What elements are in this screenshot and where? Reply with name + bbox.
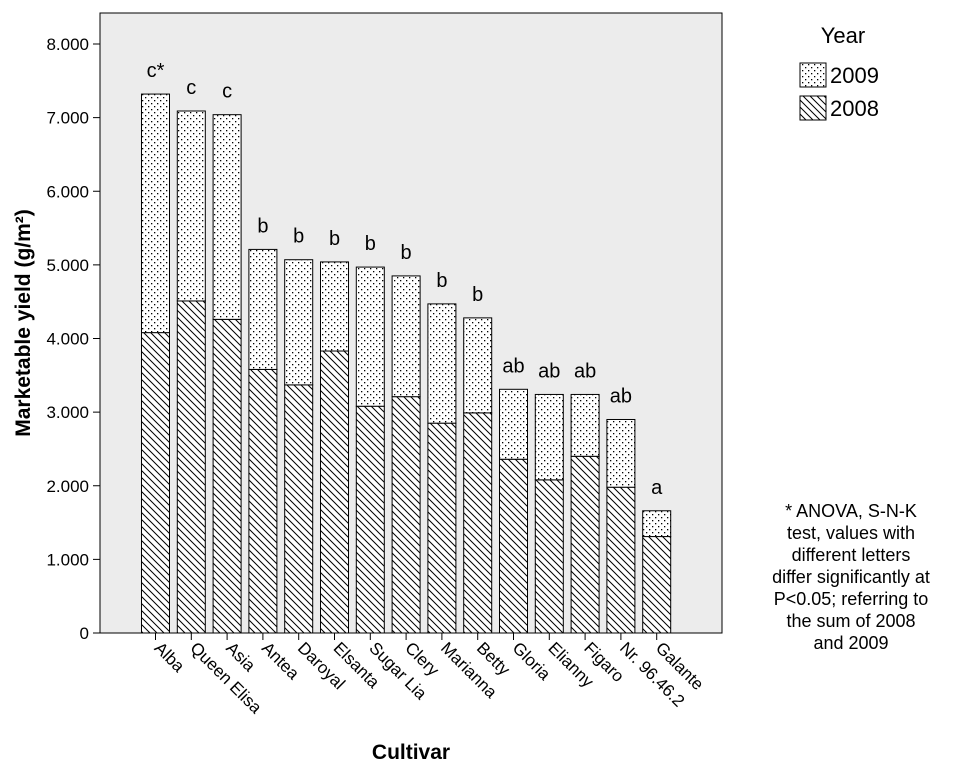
legend-label-2008: 2008 — [830, 96, 879, 121]
bar-2009-11 — [534, 393, 564, 481]
bar-2009-2 — [212, 114, 242, 320]
significance-letter-7: b — [401, 242, 412, 264]
y-tick-label-7: 7.000 — [46, 109, 89, 128]
bar-2009-9 — [463, 317, 493, 414]
bar-2009-6 — [355, 266, 385, 407]
bars — [141, 93, 672, 634]
y-tick-label-0: 0 — [80, 624, 89, 643]
bar-2009-1 — [176, 110, 206, 302]
significance-letter-1: c — [186, 77, 196, 99]
significance-letter-10: ab — [502, 355, 524, 377]
significance-letter-9: b — [472, 284, 483, 306]
significance-letter-11: ab — [538, 360, 560, 382]
bar-2009-4 — [284, 259, 314, 386]
significance-letter-0: c* — [147, 60, 165, 82]
legend: Year 2009 2008 — [799, 23, 879, 121]
bar-2009-0 — [141, 93, 170, 334]
bar-2008-1 — [176, 300, 206, 634]
bar-2008-14 — [642, 536, 672, 634]
legend-title: Year — [821, 23, 865, 48]
x-tick-label-10: Gloria — [509, 638, 555, 684]
bar-2008-13 — [606, 486, 636, 634]
legend-swatch-2008 — [799, 95, 827, 121]
legend-label-2009: 2009 — [830, 63, 879, 88]
y-tick-label-4: 4.000 — [46, 330, 89, 349]
bar-2009-10 — [499, 388, 528, 460]
x-tick-label-0: Alba — [151, 638, 189, 676]
bar-2008-7 — [391, 396, 421, 634]
bar-2008-12 — [570, 455, 600, 634]
annotation-line-1: test, values with — [787, 523, 915, 543]
bar-2008-3 — [248, 368, 278, 634]
bar-2008-11 — [534, 479, 564, 634]
y-tick-label-2: 2.000 — [46, 477, 89, 496]
significance-letter-2: c — [222, 81, 232, 103]
bar-2008-5 — [320, 350, 349, 634]
bar-2008-9 — [463, 412, 493, 634]
significance-letter-12: ab — [574, 360, 596, 382]
bar-2008-2 — [212, 318, 242, 634]
bar-2009-13 — [606, 418, 636, 488]
annotation-line-0: * ANOVA, S-N-K — [785, 501, 917, 521]
bar-2009-7 — [391, 275, 421, 398]
bar-2009-8 — [427, 303, 457, 424]
significance-letter-5: b — [329, 228, 340, 250]
bar-2008-10 — [499, 458, 528, 634]
y-tick-label-8: 8.000 — [46, 35, 89, 54]
x-axis-title: Cultivar — [372, 741, 450, 764]
bar-2009-14 — [642, 510, 672, 538]
significance-letter-8: b — [436, 270, 447, 292]
annotation-line-3: differ significantly at — [772, 567, 930, 587]
x-tick-label-3: Antea — [258, 638, 303, 683]
bar-2009-5 — [320, 261, 349, 352]
y-tick-label-5: 5.000 — [46, 256, 89, 275]
annotation-line-6: and 2009 — [813, 633, 888, 653]
bar-2008-4 — [284, 384, 314, 634]
significance-letter-14: a — [651, 477, 663, 499]
bar-2008-6 — [355, 405, 385, 634]
annotation-line-4: P<0.05; referring to — [774, 589, 929, 609]
significance-letter-4: b — [293, 226, 304, 248]
significance-letter-6: b — [365, 233, 376, 255]
y-tick-label-6: 6.000 — [46, 182, 89, 201]
bar-2009-12 — [570, 393, 600, 457]
y-tick-label-3: 3.000 — [46, 403, 89, 422]
y-axis-title: Marketable yield (g/m²) — [12, 209, 35, 437]
significance-letter-3: b — [257, 215, 268, 237]
y-axis: 0 1.000 2.000 3.000 4.000 5.000 6.000 7.000 8.00… — [46, 35, 100, 643]
bar-2009-3 — [248, 248, 278, 370]
bar-2008-8 — [427, 422, 457, 634]
y-tick-label-1: 1.000 — [46, 550, 89, 569]
annotation-line-2: different letters — [792, 545, 911, 565]
significance-letter-13: ab — [610, 385, 632, 407]
annotation-line-5: the sum of 2008 — [786, 611, 915, 631]
bar-2008-0 — [141, 332, 170, 634]
legend-swatch-2009 — [799, 62, 827, 88]
